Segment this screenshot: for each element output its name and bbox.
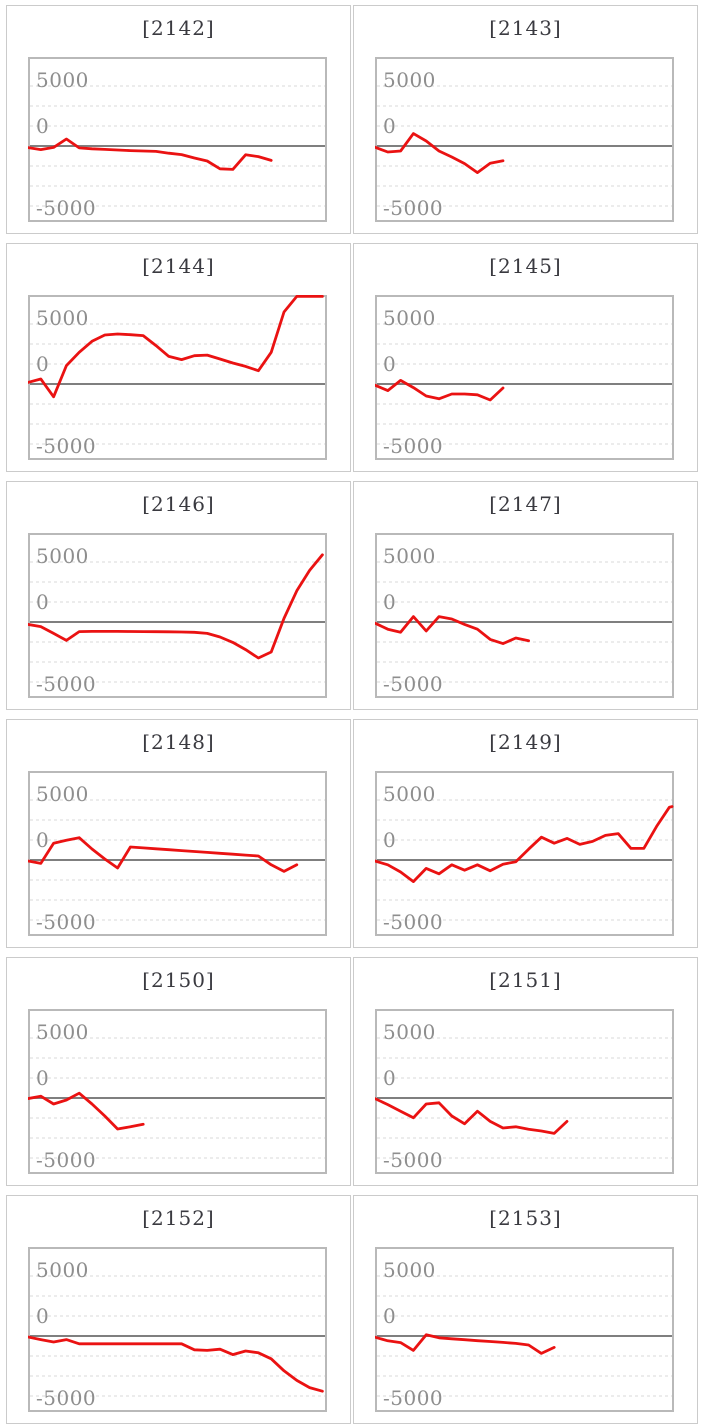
plot-area: 5000 0 -5000 <box>28 57 327 222</box>
series-line <box>375 379 505 402</box>
plot-area: 5000 0 -5000 <box>28 1247 327 1412</box>
series-line <box>375 1097 569 1135</box>
plot-area: 5000 0 -5000 <box>28 1009 327 1174</box>
chart-title: [2143] <box>489 16 562 40</box>
series-line <box>28 553 324 660</box>
chart-title: [2152] <box>142 1206 215 1230</box>
series-line <box>375 805 674 883</box>
plot-area: 5000 0 -5000 <box>28 533 327 698</box>
chart-title: [2144] <box>142 254 215 278</box>
plot-area: 5000 0 -5000 <box>375 295 674 460</box>
plot-area: 5000 0 -5000 <box>375 1009 674 1174</box>
chart-title: [2150] <box>142 968 215 992</box>
chart-card-2150: [2150] 5000 0 -5000 <box>6 957 351 1186</box>
chart-card-2145: [2145] 5000 0 -5000 <box>353 243 698 472</box>
line-chart-svg <box>375 295 674 460</box>
chart-title: [2147] <box>489 492 562 516</box>
series-line <box>28 137 273 171</box>
plot-area: 5000 0 -5000 <box>375 533 674 698</box>
chart-title: [2149] <box>489 730 562 754</box>
series-line <box>375 132 505 174</box>
chart-card-2152: [2152] 5000 0 -5000 <box>6 1195 351 1424</box>
series-line <box>28 1091 145 1131</box>
series-line <box>28 836 299 873</box>
line-chart-svg <box>28 1009 327 1174</box>
chart-title: [2146] <box>142 492 215 516</box>
plot-border <box>28 1247 327 1412</box>
plot-border <box>375 771 674 936</box>
line-chart-svg <box>28 57 327 222</box>
plot-border <box>28 533 327 698</box>
plot-area: 5000 0 -5000 <box>375 771 674 936</box>
chart-title: [2153] <box>489 1206 562 1230</box>
chart-card-2144: [2144] 5000 0 -5000 <box>6 243 351 472</box>
chart-title: [2151] <box>489 968 562 992</box>
line-chart-svg <box>375 57 674 222</box>
series-line <box>28 295 324 399</box>
plot-border <box>28 57 327 222</box>
plot-border <box>375 57 674 222</box>
line-chart-svg <box>375 1247 674 1412</box>
line-chart-svg <box>375 1009 674 1174</box>
chart-card-2149: [2149] 5000 0 -5000 <box>353 719 698 948</box>
plot-border <box>28 1009 327 1174</box>
plot-border <box>375 533 674 698</box>
chart-title: [2142] <box>142 16 215 40</box>
chart-title: [2145] <box>489 254 562 278</box>
series-line <box>28 1335 324 1393</box>
chart-card-2151: [2151] 5000 0 -5000 <box>353 957 698 1186</box>
chart-card-2146: [2146] 5000 0 -5000 <box>6 481 351 710</box>
line-chart-svg <box>28 533 327 698</box>
line-chart-svg <box>28 295 327 460</box>
chart-card-2148: [2148] 5000 0 -5000 <box>6 719 351 948</box>
plot-border <box>28 295 327 460</box>
line-chart-svg <box>28 771 327 936</box>
plot-area: 5000 0 -5000 <box>375 1247 674 1412</box>
plot-border <box>375 1247 674 1412</box>
line-chart-svg <box>375 771 674 936</box>
chart-card-2147: [2147] 5000 0 -5000 <box>353 481 698 710</box>
chart-card-2153: [2153] 5000 0 -5000 <box>353 1195 698 1424</box>
plot-border <box>28 771 327 936</box>
plot-area: 5000 0 -5000 <box>28 295 327 460</box>
plot-border <box>375 295 674 460</box>
series-line <box>375 1333 556 1355</box>
series-line <box>375 615 530 645</box>
chart-title: [2148] <box>142 730 215 754</box>
plot-area: 5000 0 -5000 <box>375 57 674 222</box>
line-chart-svg <box>375 533 674 698</box>
plot-area: 5000 0 -5000 <box>28 771 327 936</box>
plot-border <box>375 1009 674 1174</box>
chart-card-2142: [2142] 5000 0 -5000 <box>6 5 351 234</box>
line-chart-svg <box>28 1247 327 1412</box>
chart-card-2143: [2143] 5000 0 -5000 <box>353 5 698 234</box>
